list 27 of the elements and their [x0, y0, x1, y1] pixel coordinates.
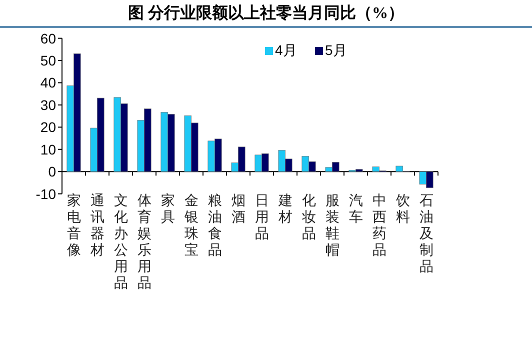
- chart-title: 图 分行业限额以上社零当月同比（%）: [128, 4, 404, 22]
- x-tick-label: 家具: [160, 193, 175, 226]
- x-tick-label: 中西药品: [372, 193, 386, 258]
- y-tick-label: 10: [40, 141, 56, 158]
- x-tick-label: 烟酒: [231, 193, 246, 226]
- x-tick-label: 通讯器材: [89, 193, 104, 258]
- y-tick-label: 50: [40, 52, 56, 69]
- y-tick-label: 20: [40, 119, 56, 136]
- x-tick-label: 粮油食品: [208, 193, 222, 258]
- x-tick-label: 石油及制品: [419, 194, 434, 275]
- y-tick-label: -10: [36, 186, 56, 202]
- x-tick-label: 饮料: [394, 193, 410, 226]
- x-tick-label: 家电音像: [66, 193, 81, 258]
- x-tick-label: 建材: [277, 193, 292, 226]
- x-tick-label: 服装鞋帽: [325, 194, 340, 258]
- x-tick-label: 化妆品: [302, 193, 316, 242]
- y-tick-label: 0: [48, 164, 56, 180]
- y-tick-label: 30: [40, 96, 56, 113]
- y-tick-label: 40: [40, 74, 56, 91]
- x-tick-label: 金银珠宝: [183, 193, 198, 258]
- x-tick-label: 文化办公用品: [114, 193, 128, 292]
- x-tick-label: 汽车: [348, 193, 363, 226]
- legend-label: 5月: [325, 42, 347, 58]
- x-tick-label: 日用品: [254, 194, 269, 242]
- legend-label: 4月: [275, 42, 297, 58]
- x-tick-label: 体育娱乐用品: [137, 193, 152, 292]
- y-tick-label: 60: [40, 30, 56, 46]
